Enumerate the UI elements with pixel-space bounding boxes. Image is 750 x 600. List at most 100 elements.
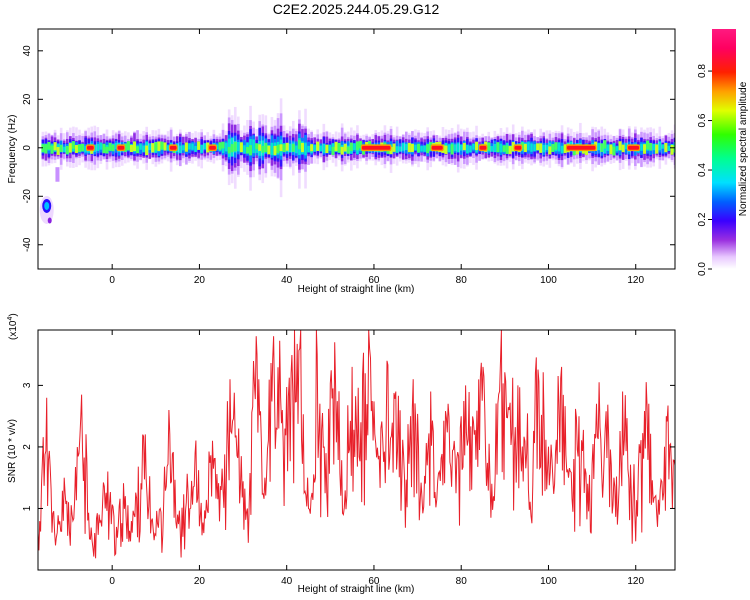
heatmap-cell (405, 143, 408, 151)
heatmap-cell-hot (325, 144, 329, 154)
heatmap-cell-hot (603, 140, 607, 149)
heatmap-cell (194, 145, 197, 153)
heatmap-hot-core-center (361, 145, 391, 150)
heatmap-cell-hot (511, 142, 515, 152)
heatmap-cell-hot (618, 141, 622, 151)
heatmap-y-tick-label: 20 (22, 93, 33, 105)
heatmap-cell-hot (47, 141, 51, 150)
heatmap-cell-hot (410, 143, 414, 152)
heatmap-cell-hot (392, 143, 396, 152)
heatmap-cell-hot (407, 142, 411, 153)
heatmap-cell-hot (300, 142, 304, 153)
heatmap-x-axis-label: Height of straight line (km) (298, 284, 415, 295)
heatmap-cell (322, 143, 326, 153)
heatmap-cell-hot (502, 145, 506, 152)
heatmap-cell-hot (108, 142, 112, 151)
heatmap-cell-hot (50, 145, 54, 154)
heatmap-x-tick-label: 40 (281, 275, 293, 286)
heatmap-cell-hot (343, 143, 347, 152)
heatmap-x-tick-label: 120 (627, 275, 644, 286)
heatmap-hot-core-center (431, 145, 443, 150)
heatmap-x-tick-label: 20 (194, 275, 206, 286)
heatmap-cell-hot (337, 142, 341, 153)
heatmap-cell-hot (426, 144, 430, 154)
heatmap-hot-core-center (514, 145, 522, 150)
heatmap-hot-core-center (169, 145, 177, 150)
heatmap-cell-hot (111, 144, 115, 152)
heatmap-cell-hot (508, 146, 512, 154)
heatmap-cell-hot (276, 144, 280, 153)
heatmap-cell (456, 143, 460, 153)
heatmap-cell-hot (233, 141, 237, 152)
heatmap-cell (395, 146, 399, 153)
heatmap-cell-hot (126, 141, 130, 151)
heatmap-cell (545, 144, 549, 151)
snr-y-ticks: 1 2 3 (22, 382, 675, 511)
heatmap-blob-tail (47, 217, 52, 224)
heatmap-cell (237, 142, 240, 152)
heatmap-cell (597, 143, 601, 151)
snr-x-tick-label: 60 (368, 576, 380, 587)
heatmap-cell (215, 144, 219, 150)
heatmap-cell (224, 142, 228, 152)
heatmap-cell (191, 143, 194, 150)
heatmap-cell (331, 143, 335, 150)
heatmap-cell (612, 142, 616, 150)
heatmap-cell (319, 145, 323, 152)
heatmap-cell (243, 145, 246, 154)
heatmap-cell (295, 145, 298, 154)
heatmap-cell-hot (340, 146, 344, 155)
heatmap-cell-hot (279, 144, 283, 152)
heatmap-x-tick-label: 0 (109, 275, 115, 286)
heatmap-cell-hot (444, 145, 448, 155)
heatmap-cell (188, 143, 191, 150)
heatmap-cell-hot (548, 146, 552, 155)
heatmap-cell-hot (496, 142, 500, 153)
heatmap-cell (530, 143, 533, 152)
snr-x-tick-label: 20 (194, 576, 206, 587)
colorbar (712, 29, 736, 269)
heatmap-cell (499, 143, 503, 153)
heatmap-cell-hot (664, 142, 668, 153)
heatmap-cell (606, 144, 610, 151)
heatmap-cell-hot (218, 142, 222, 150)
heatmap-cell (307, 145, 310, 153)
heatmap-cell-hot (132, 141, 136, 152)
heatmap-cell-hot (59, 144, 63, 153)
heatmap-cell (359, 146, 362, 152)
heatmap-cell-hot (643, 144, 647, 154)
heatmap-cell (652, 143, 655, 151)
heatmap-cell (139, 143, 142, 150)
heatmap-cell-hot (297, 140, 301, 150)
heatmap-cell-hot (291, 143, 295, 152)
heatmap-cell-hot (331, 146, 335, 156)
heatmap-cell-hot (267, 145, 271, 155)
snr-series-line (38, 330, 675, 559)
heatmap-cell (328, 144, 332, 151)
heatmap-cell-hot (563, 144, 567, 154)
heatmap-hot-core-center (628, 145, 640, 150)
heatmap-cell (182, 145, 185, 151)
heatmap-cell-hot (462, 143, 466, 151)
heatmap-cell-hot (487, 142, 491, 151)
heatmap-cell-hot (264, 142, 268, 152)
heatmap-frame (37, 28, 676, 270)
heatmap-cell (423, 145, 426, 152)
heatmap-cell-hot (129, 144, 133, 153)
heatmap-cell (56, 143, 60, 150)
heatmap-cell-hot (349, 142, 353, 152)
heatmap-cell-hot (554, 142, 558, 150)
heatmap-cell-hot (417, 143, 421, 153)
heatmap-cell (466, 144, 469, 154)
heatmap-cell (304, 142, 307, 156)
heatmap-cell (288, 143, 292, 152)
heatmap-cell (93, 144, 97, 152)
heatmap-cell-hot (346, 146, 350, 154)
heatmap-y-tick-label: -40 (22, 237, 33, 252)
heatmap-cell (420, 146, 423, 152)
heatmap-y-tick-label: 40 (22, 45, 33, 57)
heatmap-cell (661, 145, 665, 154)
heatmap-cell-hot (285, 142, 289, 151)
heatmap-cell-hot (273, 145, 277, 155)
heatmap-cell-hot (646, 140, 650, 150)
